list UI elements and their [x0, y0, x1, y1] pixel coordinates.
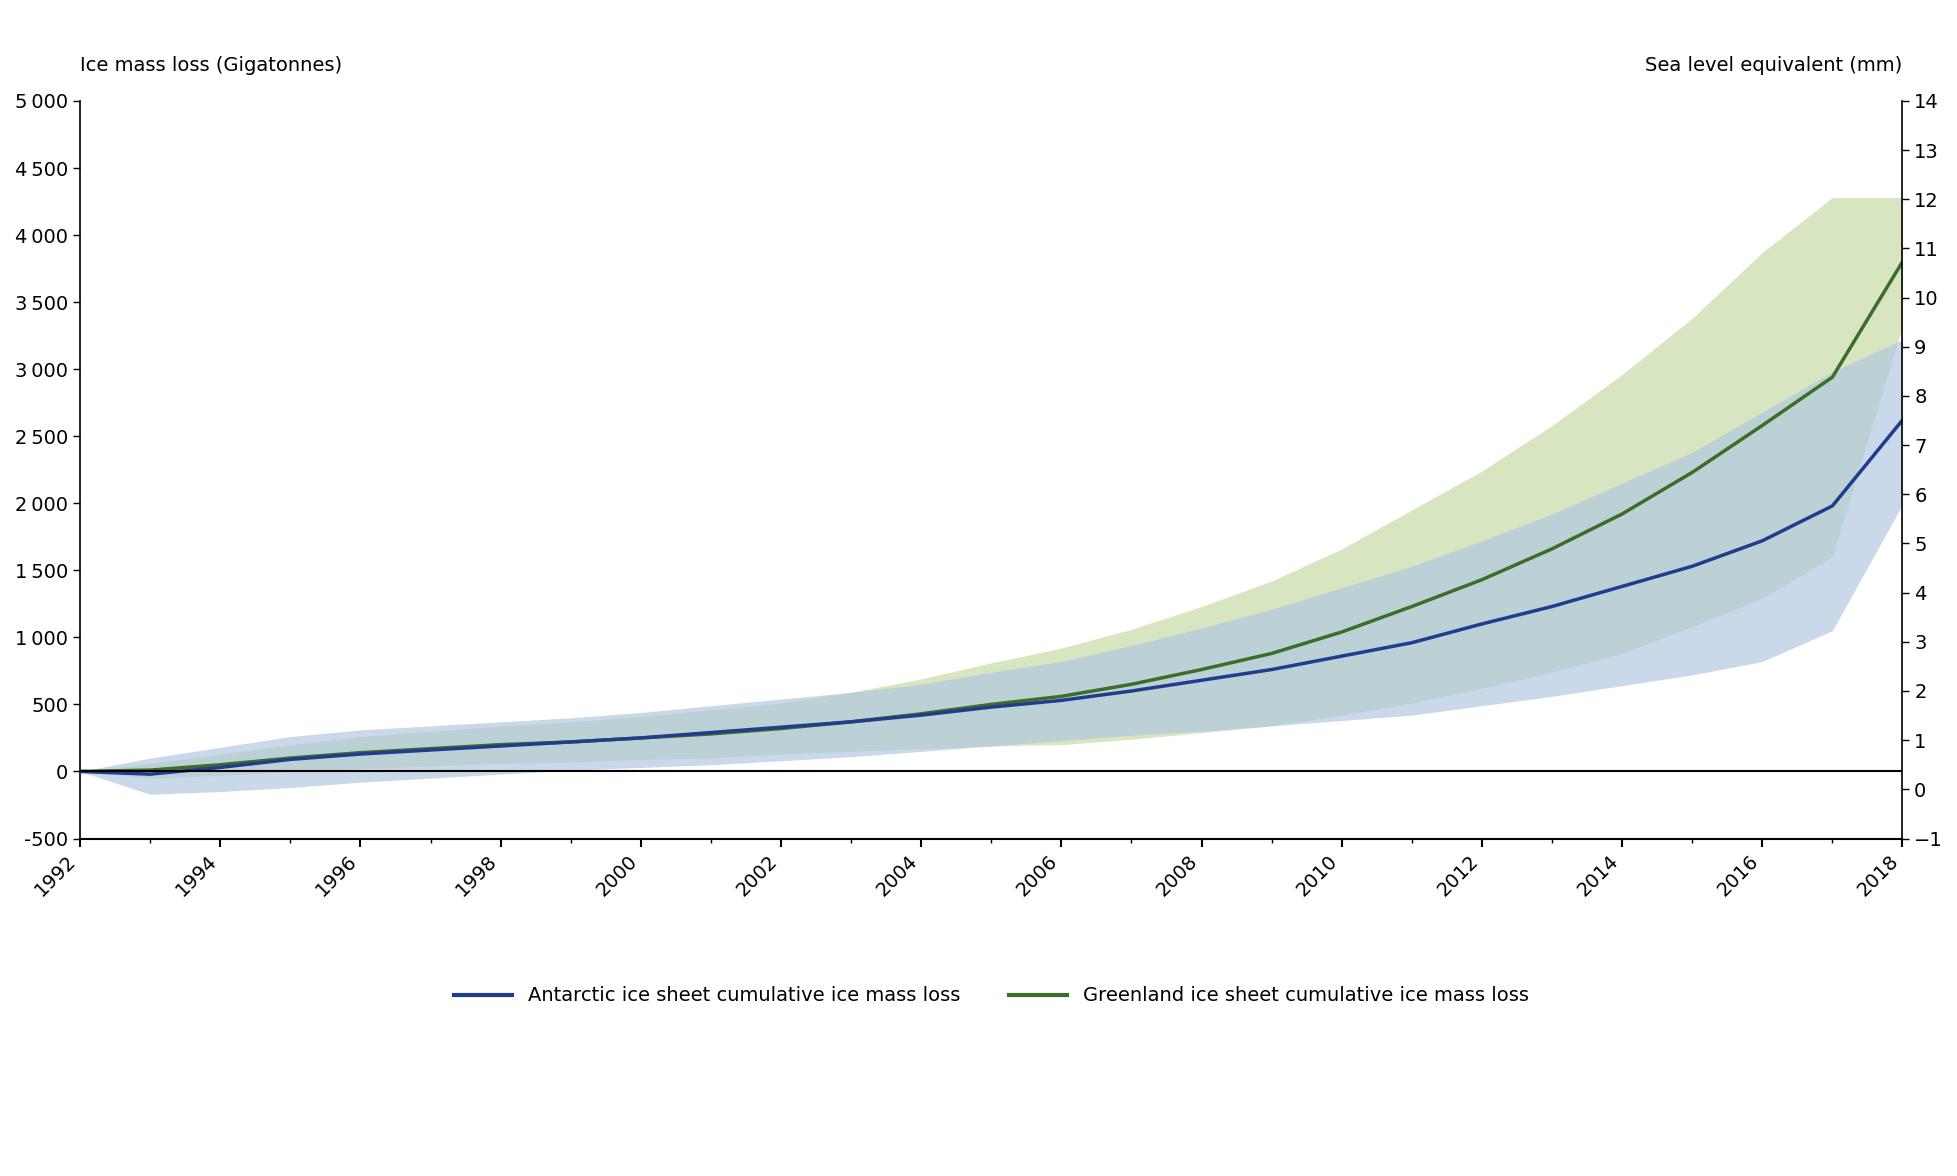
- Legend: Antarctic ice sheet cumulative ice mass loss, Greenland ice sheet cumulative ice: Antarctic ice sheet cumulative ice mass …: [446, 978, 1536, 1014]
- Text: Ice mass loss (Gigatonnes): Ice mass loss (Gigatonnes): [80, 56, 342, 75]
- Text: Sea level equivalent (mm): Sea level equivalent (mm): [1644, 56, 1902, 75]
